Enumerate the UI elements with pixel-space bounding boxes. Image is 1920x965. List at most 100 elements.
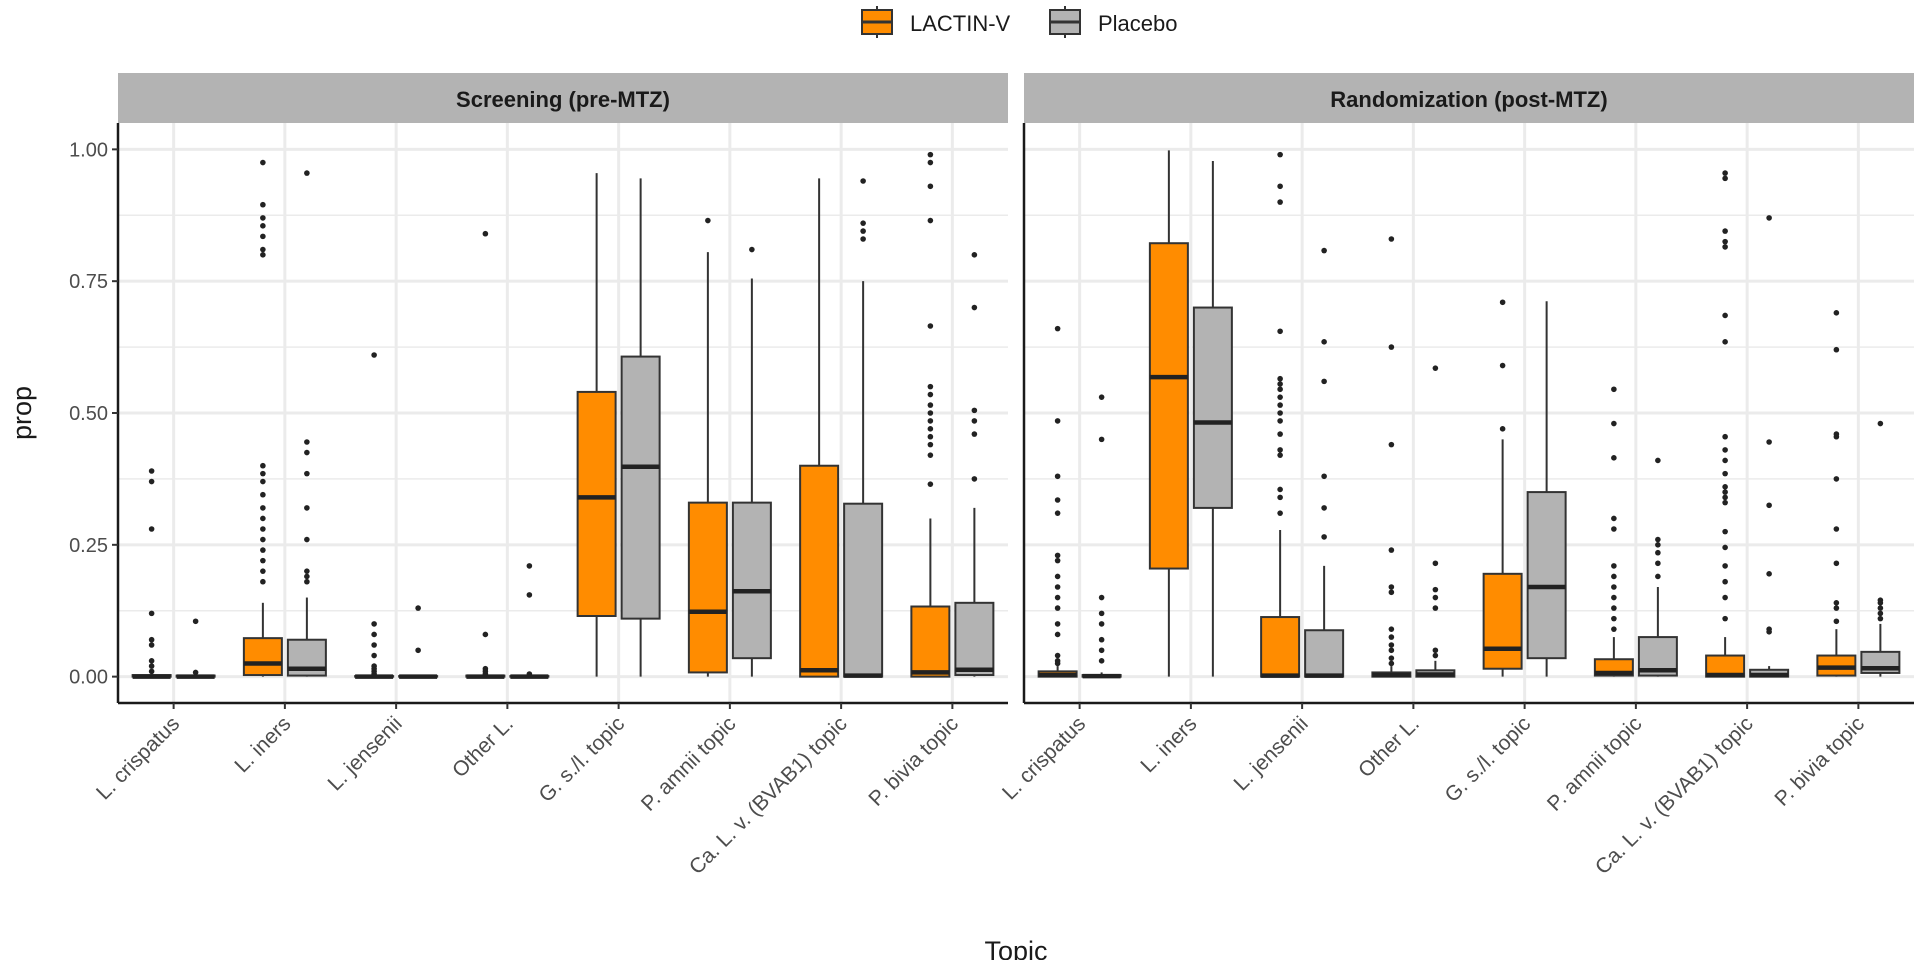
outlier-point <box>304 470 310 477</box>
box-lactin-v-p-amnii-topic <box>1593 386 1634 677</box>
outlier-point <box>927 151 934 158</box>
outlier-point <box>260 201 266 208</box>
outlier-point <box>415 605 421 611</box>
outlier-point <box>1432 560 1439 567</box>
box-iqr <box>954 601 995 677</box>
outlier-point <box>260 252 266 258</box>
outlier-point <box>1098 636 1105 643</box>
box-placebo-other-l <box>509 563 550 679</box>
box-lactin-v-l-iners <box>1148 150 1189 677</box>
outlier-point <box>304 505 310 511</box>
box-placebo-g-s-l-topic <box>1526 301 1567 677</box>
outlier-point <box>1054 497 1061 503</box>
box-iqr <box>687 501 728 674</box>
box-iqr <box>1526 491 1567 660</box>
outlier-point <box>1499 299 1506 306</box>
box-iqr <box>910 605 951 678</box>
outlier-point <box>971 476 978 482</box>
outlier-point <box>1722 244 1728 250</box>
x-tick-label: G. s./l. topic <box>534 712 629 807</box>
legend: LACTIN-V Placebo <box>861 6 1178 38</box>
outlier-point <box>148 642 155 648</box>
outlier-point <box>1388 660 1395 667</box>
outlier-point <box>260 491 266 498</box>
outlier-point <box>1054 418 1061 424</box>
outlier-point <box>1611 605 1617 611</box>
outlier-point <box>971 431 978 437</box>
outlier-point <box>1722 170 1728 176</box>
outlier-point <box>1432 605 1439 611</box>
outlier-point <box>1722 228 1728 234</box>
box-lactin-v-other-l <box>1371 236 1412 678</box>
legend-label-placebo: Placebo <box>1098 11 1178 36</box>
outlier-point <box>1655 549 1661 556</box>
outlier-point <box>526 592 533 598</box>
outlier-point <box>371 631 377 638</box>
outlier-point <box>1277 431 1283 437</box>
box-lactin-v-g-s-l-topic <box>576 173 617 677</box>
x-tick-label: Other L. <box>448 712 518 782</box>
box-lactin-v-l-jensenii <box>1260 151 1301 678</box>
outlier-point <box>1277 328 1283 335</box>
outlier-point <box>1722 594 1728 601</box>
outlier-point <box>1722 563 1728 569</box>
outlier-point <box>304 449 310 456</box>
box-lactin-v-other-l <box>465 230 506 679</box>
outlier-point <box>1833 310 1840 316</box>
outlier-point <box>1098 610 1105 617</box>
legend-label-lactin-v: LACTIN-V <box>910 11 1011 36</box>
outlier-point <box>1611 615 1617 622</box>
box-lactin-v-g-s-l-topic <box>1482 299 1523 677</box>
box-placebo-p-amnii-topic <box>731 246 772 677</box>
outlier-point <box>1388 236 1395 242</box>
outlier-point <box>260 215 266 221</box>
outlier-point <box>304 568 310 574</box>
outlier-point <box>371 352 377 358</box>
outlier-point <box>1277 452 1283 458</box>
outlier-point <box>1611 584 1617 590</box>
outlier-point <box>1722 578 1728 585</box>
outlier-point <box>482 230 489 237</box>
box-lactin-v-l-crispatus <box>131 468 172 679</box>
outlier-point <box>260 246 266 253</box>
outlier-point <box>1054 652 1061 659</box>
outlier-point <box>1833 605 1840 611</box>
outlier-point <box>1054 557 1061 564</box>
outlier-point <box>927 402 934 408</box>
outlier-point <box>1766 629 1772 635</box>
outlier-point <box>1766 215 1772 221</box>
outlier-point <box>260 578 266 585</box>
outlier-point <box>1388 634 1395 640</box>
box-iqr <box>1482 572 1523 670</box>
outlier-point <box>1877 615 1884 622</box>
outlier-point <box>371 652 377 659</box>
box-placebo-l-jensenii <box>398 605 439 679</box>
x-tick-label: P. amnii topic <box>1543 712 1646 815</box>
x-tick-label: P. amnii topic <box>637 712 740 815</box>
outlier-point <box>1611 563 1617 569</box>
outlier-point <box>1098 658 1105 664</box>
outlier-point <box>148 668 155 675</box>
x-tick-label: L. iners <box>1136 712 1201 777</box>
box-lactin-v-ca-l-v-bvab1-topic <box>1705 170 1746 678</box>
x-tick-label: L. iners <box>230 712 295 777</box>
y-tick-label: 0.50 <box>69 403 108 425</box>
outlier-point <box>927 391 934 398</box>
outlier-point <box>1611 515 1617 522</box>
outlier-point <box>1321 473 1327 480</box>
outlier-point <box>927 410 934 416</box>
box-iqr <box>242 637 283 677</box>
outlier-point <box>749 246 755 253</box>
outlier-point <box>1277 402 1283 408</box>
box-iqr <box>620 355 661 620</box>
box-placebo-g-s-l-topic <box>620 178 661 677</box>
outlier-point <box>1722 447 1728 453</box>
outlier-point <box>1321 378 1327 385</box>
outlier-point <box>1722 175 1728 182</box>
box-iqr <box>1260 616 1301 678</box>
outlier-point <box>927 159 934 166</box>
x-tick-label: P. bivia topic <box>864 712 963 811</box>
outlier-point <box>1499 426 1506 432</box>
outlier-point <box>1722 528 1728 535</box>
